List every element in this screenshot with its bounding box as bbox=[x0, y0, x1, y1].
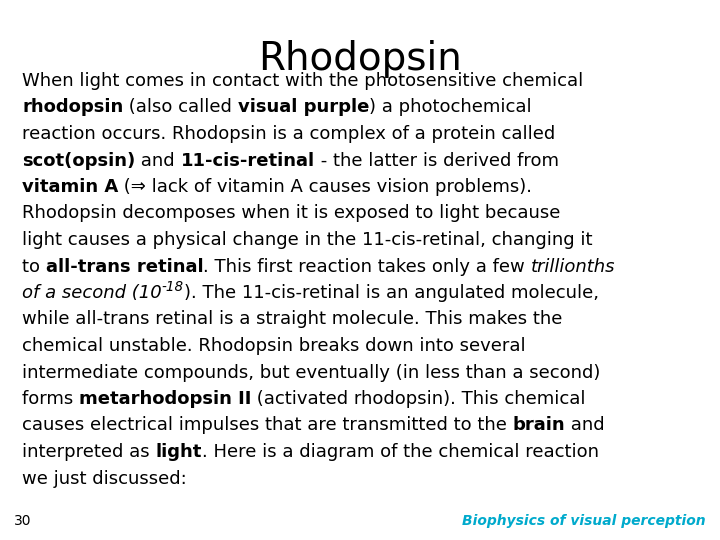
Text: brain: brain bbox=[513, 416, 565, 435]
Text: When light comes in contact with the photosensitive chemical: When light comes in contact with the pho… bbox=[22, 72, 583, 90]
Text: reaction occurs. Rhodopsin is a complex of a protein called: reaction occurs. Rhodopsin is a complex … bbox=[22, 125, 555, 143]
Text: causes electrical impulses that are transmitted to the: causes electrical impulses that are tran… bbox=[22, 416, 513, 435]
Text: we just discussed:: we just discussed: bbox=[22, 469, 186, 488]
Text: trillionths: trillionths bbox=[531, 258, 616, 275]
Text: ). The 11-cis-retinal is an angulated molecule,: ). The 11-cis-retinal is an angulated mo… bbox=[184, 284, 599, 302]
Text: (activated rhodopsin). This chemical: (activated rhodopsin). This chemical bbox=[251, 390, 586, 408]
Text: vitamin A: vitamin A bbox=[22, 178, 118, 196]
Text: and: and bbox=[565, 416, 605, 435]
Text: visual purple: visual purple bbox=[238, 98, 369, 117]
Text: 11-cis-retinal: 11-cis-retinal bbox=[181, 152, 315, 170]
Text: to: to bbox=[22, 258, 46, 275]
Text: light causes a physical change in the 11-cis-retinal, changing it: light causes a physical change in the 11… bbox=[22, 231, 593, 249]
Text: Biophysics of visual perception: Biophysics of visual perception bbox=[462, 514, 706, 528]
Text: Rhodopsin decomposes when it is exposed to light because: Rhodopsin decomposes when it is exposed … bbox=[22, 205, 560, 222]
Text: . Here is a diagram of the chemical reaction: . Here is a diagram of the chemical reac… bbox=[202, 443, 599, 461]
Text: . This first reaction takes only a few: . This first reaction takes only a few bbox=[203, 258, 531, 275]
Text: ) a photochemical: ) a photochemical bbox=[369, 98, 532, 117]
Text: and: and bbox=[135, 152, 181, 170]
Text: (⇒ lack of vitamin A causes vision problems).: (⇒ lack of vitamin A causes vision probl… bbox=[118, 178, 532, 196]
Text: light: light bbox=[156, 443, 202, 461]
Text: rhodopsin: rhodopsin bbox=[22, 98, 123, 117]
Text: all-trans retinal: all-trans retinal bbox=[46, 258, 203, 275]
Text: -18: -18 bbox=[162, 280, 184, 294]
Text: while all-trans retinal is a straight molecule. This makes the: while all-trans retinal is a straight mo… bbox=[22, 310, 562, 328]
Text: (also called: (also called bbox=[123, 98, 238, 117]
Text: metarhodopsin II: metarhodopsin II bbox=[79, 390, 251, 408]
Text: - the latter is derived from: - the latter is derived from bbox=[315, 152, 559, 170]
Text: scot(opsin): scot(opsin) bbox=[22, 152, 135, 170]
Text: of a second (10: of a second (10 bbox=[22, 284, 162, 302]
Text: Rhodopsin: Rhodopsin bbox=[258, 40, 462, 78]
Text: 30: 30 bbox=[14, 514, 32, 528]
Text: forms: forms bbox=[22, 390, 79, 408]
Text: chemical unstable. Rhodopsin breaks down into several: chemical unstable. Rhodopsin breaks down… bbox=[22, 337, 526, 355]
Text: interpreted as: interpreted as bbox=[22, 443, 156, 461]
Text: intermediate compounds, but eventually (in less than a second): intermediate compounds, but eventually (… bbox=[22, 363, 600, 381]
